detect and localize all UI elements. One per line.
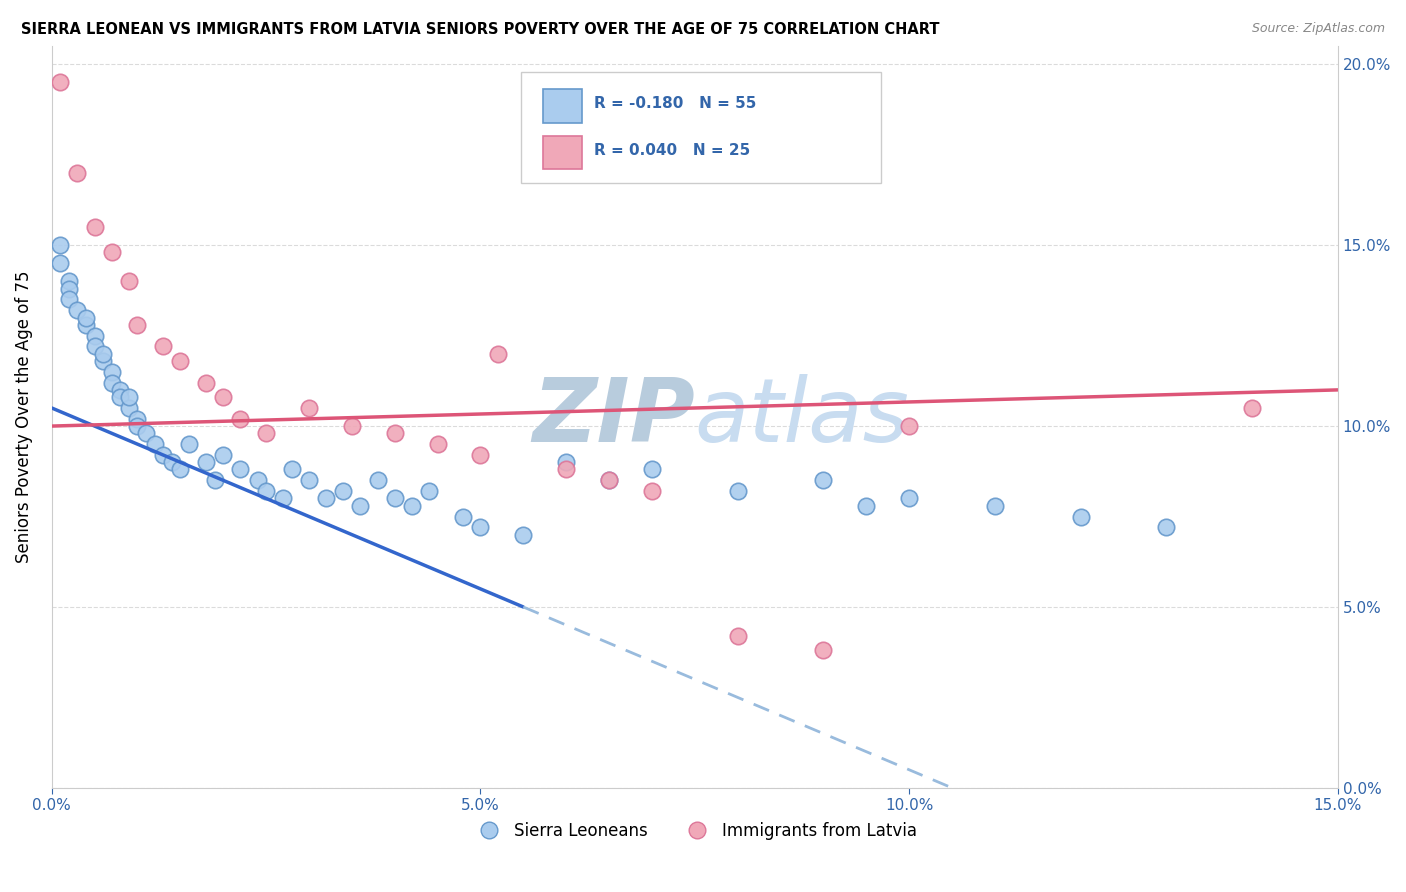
Point (66, 303, 89, 318)
Point (110, 390, 132, 404)
Point (555, 455, 578, 469)
Point (641, 484, 664, 499)
Point (127, 419, 149, 434)
Point (349, 499, 371, 513)
Point (1070, 509, 1092, 524)
Point (512, 527, 534, 541)
Point (91, 354, 114, 368)
Point (169, 354, 191, 368)
Point (152, 448, 174, 462)
Text: R = -0.180   N = 55: R = -0.180 N = 55 (595, 95, 756, 111)
Point (204, 473, 226, 487)
Point (298, 473, 321, 487)
Point (83, 339, 105, 353)
Point (384, 491, 406, 506)
Y-axis label: Seniors Poverty Over the Age of 75: Seniors Poverty Over the Age of 75 (15, 271, 32, 563)
Point (66, 166, 89, 180)
Point (118, 274, 141, 288)
Point (58, 293, 80, 307)
Point (641, 462, 664, 476)
Point (83, 328, 105, 343)
Point (254, 484, 277, 499)
Point (100, 376, 122, 390)
Point (1156, 520, 1178, 534)
Point (91, 347, 114, 361)
Point (195, 455, 218, 469)
Point (898, 491, 921, 506)
Point (75, 310, 97, 325)
Point (855, 499, 877, 513)
Point (340, 419, 363, 434)
Point (195, 376, 218, 390)
Text: R = 0.040   N = 25: R = 0.040 N = 25 (595, 143, 751, 158)
Point (470, 448, 492, 462)
Point (118, 401, 141, 415)
Point (384, 426, 406, 441)
Point (470, 520, 492, 534)
Point (135, 426, 157, 441)
Point (426, 437, 449, 451)
Point (127, 318, 149, 332)
Point (281, 462, 304, 476)
Point (1240, 401, 1263, 415)
Text: atlas: atlas (695, 374, 910, 460)
Point (75, 318, 97, 332)
Point (984, 499, 1007, 513)
Bar (543, 136, 582, 169)
Text: ZIP: ZIP (531, 374, 695, 460)
Point (143, 437, 166, 451)
Point (58, 274, 80, 288)
Point (451, 509, 474, 524)
Point (160, 455, 183, 469)
Legend: Sierra Leoneans, Immigrants from Latvia: Sierra Leoneans, Immigrants from Latvia (465, 815, 924, 847)
Point (813, 473, 835, 487)
Point (110, 383, 132, 397)
Point (271, 491, 294, 506)
Point (298, 401, 321, 415)
Point (486, 347, 509, 361)
Point (212, 390, 235, 404)
Point (332, 484, 354, 499)
Point (555, 462, 578, 476)
Bar (543, 89, 582, 122)
Point (229, 412, 252, 426)
Point (254, 426, 277, 441)
Point (100, 245, 122, 260)
Point (246, 473, 269, 487)
Point (152, 339, 174, 353)
Point (49, 256, 72, 270)
Point (229, 462, 252, 476)
Point (598, 473, 620, 487)
Point (127, 412, 149, 426)
Point (727, 629, 749, 643)
Point (58, 282, 80, 296)
Point (212, 448, 235, 462)
Point (83, 220, 105, 235)
Point (315, 491, 337, 506)
Point (727, 484, 749, 499)
Point (49, 238, 72, 252)
Point (367, 473, 389, 487)
Point (169, 462, 191, 476)
Text: SIERRA LEONEAN VS IMMIGRANTS FROM LATVIA SENIORS POVERTY OVER THE AGE OF 75 CORR: SIERRA LEONEAN VS IMMIGRANTS FROM LATVIA… (21, 22, 939, 37)
Point (418, 484, 440, 499)
FancyBboxPatch shape (522, 72, 882, 184)
Point (598, 473, 620, 487)
Point (813, 643, 835, 657)
Point (49, 75, 72, 89)
Text: Source: ZipAtlas.com: Source: ZipAtlas.com (1251, 22, 1385, 36)
Point (118, 390, 141, 404)
Point (401, 499, 423, 513)
Point (100, 365, 122, 379)
Point (898, 419, 921, 434)
Point (177, 437, 200, 451)
